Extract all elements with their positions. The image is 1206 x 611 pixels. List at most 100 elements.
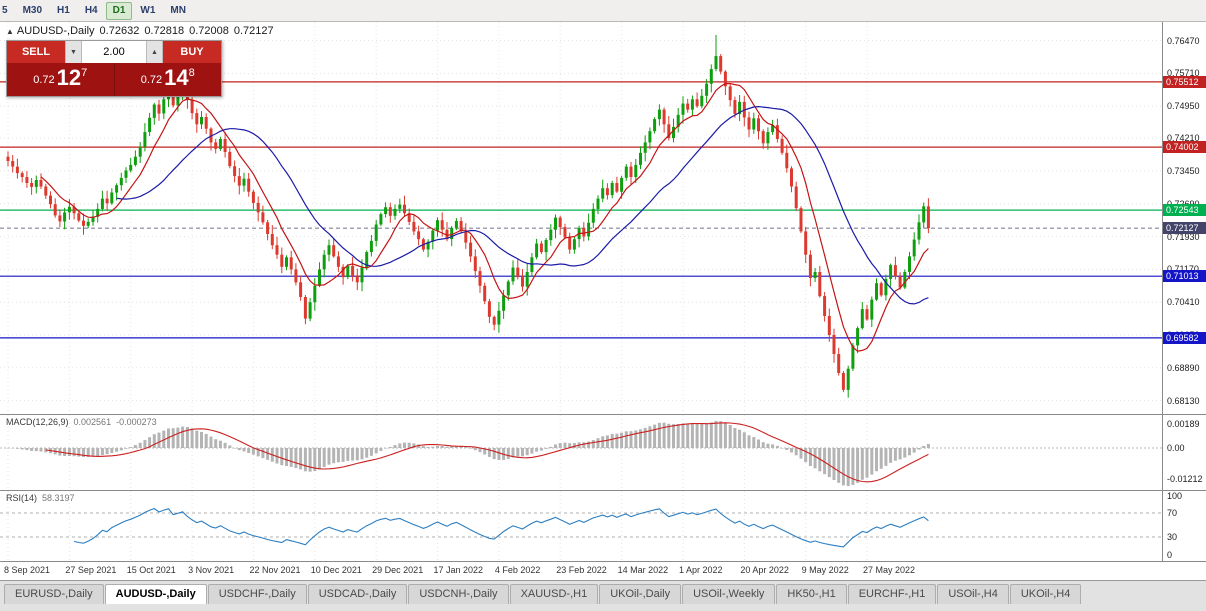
sell-button[interactable]: SELL — [7, 41, 65, 63]
volume-up-icon[interactable]: ▲ — [146, 41, 163, 63]
buy-button[interactable]: BUY — [163, 41, 221, 63]
rsi-axis-value: 70 — [1167, 508, 1178, 518]
price-level-badge: 0.69582 — [1163, 331, 1206, 344]
tab-xauusd-h1[interactable]: XAUUSD-,H1 — [509, 584, 599, 604]
macd-panel: MACD(12,26,9) 0.002561 -0.000273 0.00189 0.… — [0, 414, 1206, 490]
rsi-name: RSI(14) — [6, 493, 38, 503]
macd-main-value: 0.002561 — [73, 417, 112, 427]
sell-price-big-figure: 0.72 — [33, 74, 55, 86]
ohlc-open: 0.72632 — [99, 25, 140, 37]
trade-panel-prices: 0.72 12 7 0.72 14 8 — [7, 63, 221, 96]
timeframe-button-MN[interactable]: MN — [170, 4, 186, 16]
date-label: 27 Sep 2021 — [65, 565, 117, 575]
ohlc-high: 0.72818 — [144, 25, 185, 37]
date-label: 22 Nov 2021 — [249, 565, 301, 575]
date-label: 10 Dec 2021 — [310, 565, 362, 575]
price-tick: 0.73450 — [1167, 165, 1200, 176]
macd-axis[interactable]: 0.00189 0.00 -0.01212 — [1162, 415, 1206, 490]
tab-usoil-weekly[interactable]: USOil-,Weekly — [682, 584, 776, 604]
date-label: 8 Sep 2021 — [4, 565, 51, 575]
trade-panel-controls: SELL ▼ ▲ BUY — [7, 41, 221, 63]
price-level-badge: 0.74002 — [1163, 141, 1206, 154]
main-chart-panel: ▲ AUDUSD-,Daily 0.72632 0.72818 0.72008 0.721… — [0, 22, 1206, 414]
buy-price-big-figure: 0.72 — [140, 74, 163, 86]
rsi-axis-value: 100 — [1167, 491, 1183, 501]
tab-usoil-h4[interactable]: USOil-,H4 — [937, 584, 1009, 604]
price-tick: 0.76470 — [1167, 35, 1200, 46]
tab-usdcnh-daily[interactable]: USDCNH-,Daily — [408, 584, 509, 604]
timeframe-button-H1[interactable]: H1 — [57, 4, 70, 16]
date-label: 15 Oct 2021 — [126, 565, 176, 575]
price-level-badge: 0.72127 — [1163, 222, 1206, 235]
sell-price-display[interactable]: 0.72 12 7 — [7, 63, 114, 96]
price-tick: 0.68890 — [1167, 362, 1200, 373]
date-label: 27 May 2022 — [863, 565, 916, 575]
date-label: 9 May 2022 — [801, 565, 849, 575]
tab-ukoil-daily[interactable]: UKOil-,Daily — [599, 584, 682, 604]
chart-symbol-label: AUDUSD-,Daily — [16, 25, 95, 37]
price-tick: 0.75710 — [1167, 68, 1200, 79]
macd-axis-value: -0.01212 — [1167, 474, 1203, 484]
rsi-chart — [0, 491, 1162, 561]
price-level-badge: 0.72543 — [1163, 204, 1206, 217]
price-tick: 0.70410 — [1167, 297, 1200, 308]
timeframe-button-M30[interactable]: M30 — [22, 4, 43, 16]
bottom-strip — [0, 604, 1206, 611]
date-label: 14 Mar 2022 — [617, 565, 669, 575]
volume-down-icon[interactable]: ▼ — [65, 41, 82, 63]
price-level-badge: 0.71013 — [1163, 270, 1206, 283]
tab-usdchf-daily[interactable]: USDCHF-,Daily — [207, 584, 307, 604]
date-label: 17 Jan 2022 — [433, 565, 484, 575]
price-tick: 0.68130 — [1167, 395, 1200, 406]
timeframe-button-D1[interactable]: D1 — [105, 1, 133, 20]
buy-price-point: 8 — [188, 67, 195, 79]
chart-title: ▲ AUDUSD-,Daily 0.72632 0.72818 0.72008 0.721… — [6, 25, 274, 37]
tab-eurchf-h1[interactable]: EURCHF-,H1 — [847, 584, 937, 604]
macd-label: MACD(12,26,9) 0.002561 -0.000273 — [6, 417, 157, 427]
macd-signal-value: -0.000273 — [116, 417, 157, 427]
rsi-canvas[interactable]: RSI(14) 58.3197 — [0, 491, 1162, 561]
macd-name: MACD(12,26,9) — [6, 417, 69, 427]
rsi-label: RSI(14) 58.3197 — [6, 493, 75, 503]
rsi-axis-value: 30 — [1167, 532, 1178, 542]
buy-price-pips: 14 — [164, 65, 189, 90]
price-tick: 0.74210 — [1167, 133, 1200, 144]
candlestick-chart — [0, 22, 1162, 414]
date-label: 4 Feb 2022 — [494, 565, 541, 575]
timeframe-button-H4[interactable]: H4 — [84, 4, 98, 16]
timeframe-button-5[interactable]: 5 — [2, 4, 8, 16]
macd-canvas[interactable]: MACD(12,26,9) 0.002561 -0.000273 — [0, 415, 1162, 490]
price-level-badge: 0.75512 — [1163, 75, 1206, 88]
chart-tabs: EURUSD-,Daily AUDUSD-,Daily USDCHF-,Daily U… — [0, 580, 1206, 604]
macd-axis-value: 0.00 — [1167, 443, 1185, 453]
timeframe-button-W1[interactable]: W1 — [140, 4, 156, 16]
rsi-axis[interactable]: 100 70 30 0 — [1162, 491, 1206, 561]
tab-audusd-daily[interactable]: AUDUSD-,Daily — [104, 584, 207, 604]
tab-usdcad-daily[interactable]: USDCAD-,Daily — [307, 584, 408, 604]
volume-input[interactable] — [82, 41, 146, 63]
collapse-panel-icon[interactable]: ▲ — [6, 27, 14, 36]
rsi-panel: RSI(14) 58.3197 100 70 30 0 — [0, 490, 1206, 561]
rsi-axis-value: 0 — [1167, 550, 1173, 560]
tab-eurusd-daily[interactable]: EURUSD-,Daily — [4, 584, 104, 604]
tab-ukoil-h4[interactable]: UKOil-,H4 — [1009, 584, 1082, 604]
ohlc-close: 0.72127 — [233, 25, 274, 37]
date-label: 20 Apr 2022 — [740, 565, 789, 575]
timeframe-toolbar: 5 M30 H1 H4 D1 W1 MN — [0, 0, 1206, 22]
main-chart-canvas[interactable]: ▲ AUDUSD-,Daily 0.72632 0.72818 0.72008 0.721… — [0, 22, 1162, 414]
price-tick: 0.71930 — [1167, 231, 1200, 242]
price-axis[interactable]: 0.76470 0.75710 0.74950 0.74210 0.73450 0.726… — [1162, 22, 1206, 414]
date-label: 3 Nov 2021 — [188, 565, 235, 575]
macd-chart — [0, 415, 1162, 490]
ohlc-low: 0.72008 — [189, 25, 229, 37]
tab-hk50-h1[interactable]: HK50-,H1 — [776, 584, 847, 604]
buy-price-display[interactable]: 0.72 14 8 — [113, 63, 222, 96]
price-tick: 0.72690 — [1167, 199, 1200, 209]
price-tick: 0.74950 — [1167, 101, 1200, 112]
time-axis[interactable]: 8 Sep 2021 27 Sep 2021 15 Oct 2021 3 Nov 20… — [0, 561, 1206, 580]
sell-price-pips: 12 — [56, 65, 82, 90]
macd-axis-value: 0.00189 — [1167, 419, 1200, 429]
date-label: 29 Dec 2021 — [372, 565, 424, 575]
